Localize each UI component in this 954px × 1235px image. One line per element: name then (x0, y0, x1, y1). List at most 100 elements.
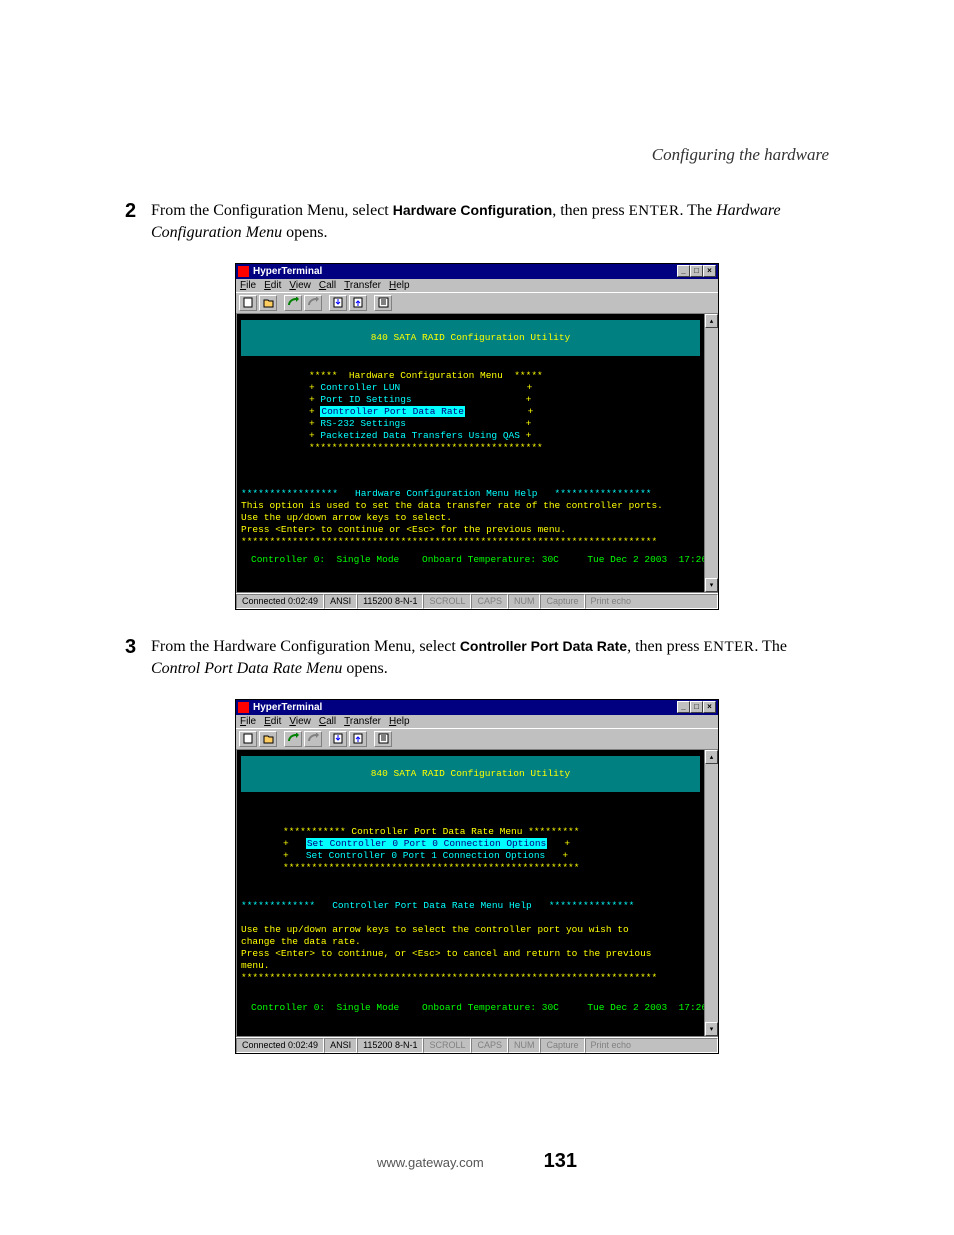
toolbar-disconnect-icon[interactable] (304, 295, 322, 311)
menu-call[interactable]: Call (319, 280, 336, 291)
toolbar-properties-icon[interactable] (374, 295, 392, 311)
step-3-text-mid: , then press (627, 638, 703, 655)
step-3-enter: ENTER (704, 639, 755, 655)
menu-transfer[interactable]: Transfer (344, 280, 381, 291)
help-line-0: This option is used to set the data tran… (241, 500, 700, 512)
statusbar: Connected 0:02:49 ANSI 115200 8-N-1 SCRO… (236, 593, 718, 609)
toolbar-receive-icon[interactable] (349, 731, 367, 747)
menu-edit[interactable]: Edit (264, 280, 281, 291)
toolbar-properties-icon[interactable] (374, 731, 392, 747)
status-capture-2: Capture (540, 1038, 584, 1053)
menu-title: ***** Hardware Configuration Menu ***** (309, 370, 700, 382)
step-3-italic: Control Port Data Rate Menu (151, 660, 342, 677)
status-settings: 115200 8-N-1 (357, 594, 423, 609)
scrollbar[interactable]: ▴ ▾ (704, 314, 718, 592)
menu2-footer-line: ****************************************… (283, 862, 700, 874)
toolbar-receive-icon[interactable] (349, 295, 367, 311)
menu-call[interactable]: Call (319, 716, 336, 727)
toolbar-open-icon[interactable] (259, 731, 277, 747)
minimize-button[interactable]: _ (677, 701, 690, 713)
toolbar-disconnect-icon[interactable] (304, 731, 322, 747)
step-3-body: From the Hardware Configuration Menu, se… (151, 636, 839, 681)
status-emulation-2: ANSI (324, 1038, 357, 1053)
step-3: 3 From the Hardware Configuration Menu, … (115, 636, 839, 681)
scrollbar-2[interactable]: ▴ ▾ (704, 750, 718, 1036)
step-2-text-pre: From the Configuration Menu, select (151, 202, 393, 219)
terminal-content-1: 840 SATA RAID Configuration Utility ****… (237, 314, 704, 592)
step-3-text-post2: opens. (342, 660, 387, 677)
menu2-item-0[interactable]: + Set Controller 0 Port 0 Connection Opt… (283, 838, 700, 850)
help2-line-0: Use the up/down arrow keys to select the… (241, 924, 700, 936)
term-header-2: 840 SATA RAID Configuration Utility (241, 756, 700, 792)
controller-status-2: Controller 0: Single Mode Onboard Temper… (241, 1002, 700, 1014)
toolbar-send-icon[interactable] (329, 731, 347, 747)
step-2-enter: ENTER (629, 203, 680, 219)
menu-view[interactable]: View (289, 716, 311, 727)
toolbar-connect-icon[interactable] (284, 295, 302, 311)
status-capture: Capture (540, 594, 584, 609)
toolbar (236, 292, 718, 313)
close-button[interactable]: × (703, 701, 716, 713)
menu-item-3[interactable]: + RS-232 Settings + (309, 418, 700, 430)
close-button[interactable]: × (703, 265, 716, 277)
toolbar-new-icon[interactable] (239, 731, 257, 747)
menu-footer-line: ****************************************… (309, 442, 700, 454)
scroll-up-icon[interactable]: ▴ (705, 750, 718, 764)
terminal-area: 840 SATA RAID Configuration Utility ****… (236, 313, 718, 593)
minimize-button[interactable]: _ (677, 265, 690, 277)
menu-file[interactable]: File (240, 716, 256, 727)
menu-help[interactable]: Help (389, 280, 410, 291)
status-num-2: NUM (508, 1038, 541, 1053)
toolbar-open-icon[interactable] (259, 295, 277, 311)
maximize-button[interactable]: □ (690, 265, 703, 277)
footer-url: www.gateway.com (377, 1155, 484, 1170)
menu-item-0[interactable]: + Controller LUN + (309, 382, 700, 394)
menu2-item-1[interactable]: + Set Controller 0 Port 1 Connection Opt… (283, 850, 700, 862)
titlebar: HyperTerminal _ □ × (236, 264, 718, 279)
app-icon (238, 702, 249, 713)
statusbar-2: Connected 0:02:49 ANSI 115200 8-N-1 SCRO… (236, 1037, 718, 1053)
term-header: 840 SATA RAID Configuration Utility (241, 320, 700, 356)
menu-view[interactable]: View (289, 280, 311, 291)
menu-transfer[interactable]: Transfer (344, 716, 381, 727)
status-echo-2: Print echo (585, 1038, 718, 1053)
toolbar-send-icon[interactable] (329, 295, 347, 311)
hyperterminal-window-1: HyperTerminal _ □ × File Edit View Call … (235, 263, 719, 610)
menu-help[interactable]: Help (389, 716, 410, 727)
step-3-text-pre: From the Hardware Configuration Menu, se… (151, 638, 460, 655)
status-scroll: SCROLL (423, 594, 471, 609)
help2-line-2: Press <Enter> to continue, or <Esc> to c… (241, 948, 700, 960)
menu-item-4[interactable]: + Packetized Data Transfers Using QAS + (309, 430, 700, 442)
step-3-text-post1: . The (754, 638, 787, 655)
toolbar-new-icon[interactable] (239, 295, 257, 311)
menubar: File Edit View Call Transfer Help (236, 279, 718, 292)
step-2-text-post2: opens. (282, 224, 327, 241)
maximize-button[interactable]: □ (690, 701, 703, 713)
status-connected: Connected 0:02:49 (236, 594, 324, 609)
menu-title-2: *********** Controller Port Data Rate Me… (283, 826, 700, 838)
help2-line-1: change the data rate. (241, 936, 700, 948)
menu-file[interactable]: File (240, 280, 256, 291)
status-caps-2: CAPS (471, 1038, 508, 1053)
help-title: ***************** Hardware Configuration… (241, 488, 700, 500)
terminal-area-2: 840 SATA RAID Configuration Utility ****… (236, 749, 718, 1037)
scroll-down-icon[interactable]: ▾ (705, 1022, 718, 1036)
scroll-down-icon[interactable]: ▾ (705, 578, 718, 592)
help-line-3: ****************************************… (241, 536, 700, 548)
menu-edit[interactable]: Edit (264, 716, 281, 727)
scroll-up-icon[interactable]: ▴ (705, 314, 718, 328)
controller-status: Controller 0: Single Mode Onboard Temper… (241, 554, 700, 566)
menu-item-1[interactable]: + Port ID Settings + (309, 394, 700, 406)
step-3-number: 3 (125, 636, 141, 659)
step-3-bold: Controller Port Data Rate (460, 638, 627, 654)
step-2-text-post1: . The (679, 202, 716, 219)
menu-item-2[interactable]: + Controller Port Data Rate + (309, 406, 700, 418)
status-echo: Print echo (585, 594, 718, 609)
status-connected-2: Connected 0:02:49 (236, 1038, 324, 1053)
status-scroll-2: SCROLL (423, 1038, 471, 1053)
step-2-body: From the Configuration Menu, select Hard… (151, 200, 839, 245)
step-2-text-mid: , then press (552, 202, 628, 219)
toolbar-connect-icon[interactable] (284, 731, 302, 747)
help-line-2: Press <Enter> to continue or <Esc> for t… (241, 524, 700, 536)
status-emulation: ANSI (324, 594, 357, 609)
